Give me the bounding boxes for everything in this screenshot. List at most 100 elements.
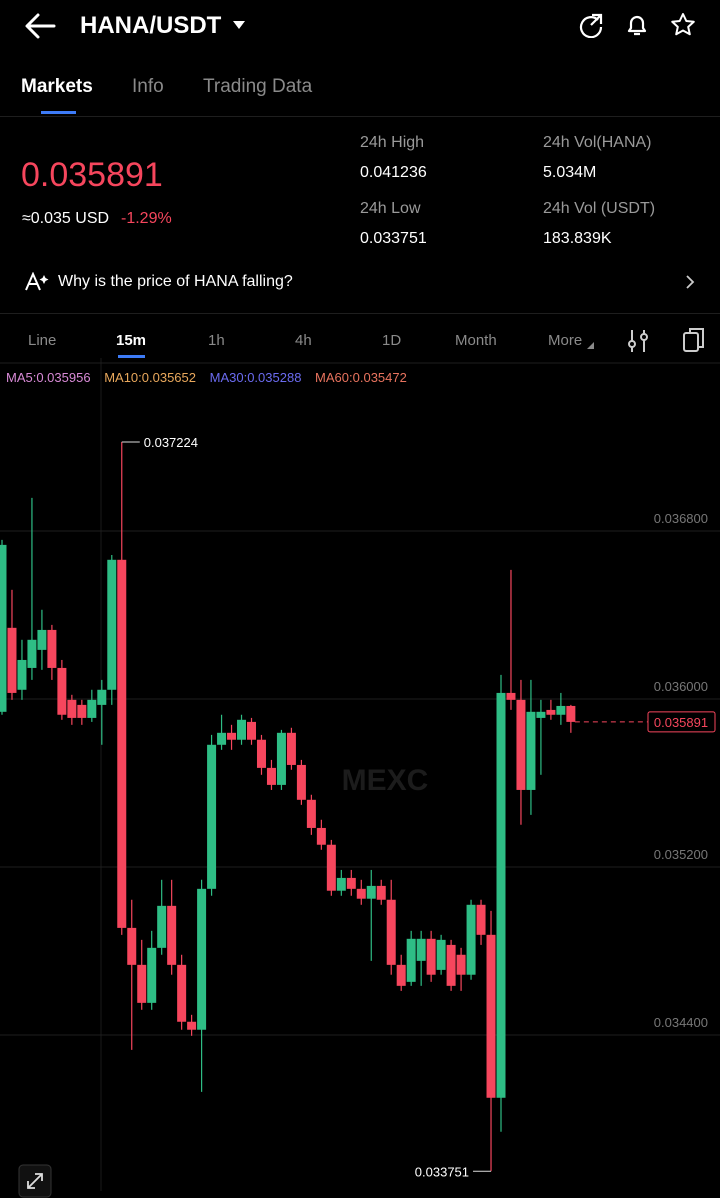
candle-body [87, 700, 96, 718]
interval-tab[interactable]: Month [455, 332, 497, 349]
stat-value: 183.839K [543, 230, 612, 248]
candle-body [447, 945, 456, 986]
more-caret [587, 342, 595, 350]
indicator-legend: MA5:0.035956 MA10:0.035652 MA30:0.035288… [6, 370, 407, 385]
pair-title[interactable]: HANA/USDT [80, 12, 221, 40]
chevron-right[interactable] [684, 274, 696, 290]
candle-body [177, 965, 186, 1022]
candle-body [307, 800, 316, 828]
candle-body [546, 710, 555, 715]
candle-body [397, 965, 406, 986]
candle-body [536, 712, 545, 718]
candle-body [417, 939, 426, 961]
candle-body [267, 768, 276, 785]
back-button[interactable] [24, 12, 58, 40]
candle-body [37, 630, 46, 650]
candle-body [77, 705, 86, 718]
candle-body [437, 940, 446, 970]
y-tick-label: 0.034400 [654, 1015, 708, 1030]
candlestick-chart: MEXC 0.034400 0.035200 0.036000 0.036800 0.0… [0, 358, 720, 1191]
candle-body [277, 733, 286, 785]
tab-indicator [41, 111, 76, 114]
watermark: MEXC [342, 764, 429, 797]
usd-price: ≈0.035 USD [22, 210, 109, 228]
interval-tab[interactable]: 1h [208, 332, 225, 349]
divider [0, 313, 720, 314]
candle-body [317, 828, 326, 845]
candle-body [526, 712, 535, 790]
indicator-label: MA30:0.035288 [210, 370, 302, 385]
candle-body [127, 928, 136, 965]
candle-body [17, 660, 26, 690]
stat-label: 24h Vol (USDT) [543, 200, 655, 218]
candle-body [467, 905, 476, 975]
tab-trading-data[interactable]: Trading Data [203, 76, 312, 98]
share-icon[interactable] [578, 12, 604, 38]
candle-body [197, 889, 206, 1030]
interval-tab[interactable]: 1D [382, 332, 401, 349]
settings-icon[interactable] [626, 328, 650, 354]
candle-body [107, 560, 116, 690]
insight-link[interactable]: Why is the price of HANA falling? [58, 273, 293, 291]
candle-body [97, 690, 106, 705]
candle-body [506, 693, 515, 700]
candle-body [167, 906, 176, 965]
candle-body [487, 935, 496, 1098]
y-tick-label: 0.036800 [654, 511, 708, 526]
interval-tab-active[interactable]: 15m [116, 332, 146, 349]
y-tick-label: 0.036000 [654, 679, 708, 694]
candle-body [7, 628, 16, 693]
copy-icon[interactable] [682, 326, 706, 354]
candle-body [47, 630, 56, 668]
last-price-label: 0.035891 [654, 715, 708, 730]
candle-body [556, 706, 565, 715]
y-tick-label: 0.035200 [654, 847, 708, 862]
tab-markets[interactable]: Markets [21, 76, 93, 98]
ai-icon [24, 272, 50, 292]
candle-body [347, 878, 356, 889]
interval-tab[interactable]: 4h [295, 332, 312, 349]
candle-body [227, 733, 236, 740]
candle-body [187, 1022, 196, 1030]
favorite-icon[interactable] [670, 12, 696, 38]
candle-body [427, 939, 436, 975]
candle-body [147, 948, 156, 1003]
candle-body [477, 905, 486, 935]
stat-value: 0.033751 [360, 230, 427, 248]
candle-body [57, 668, 66, 715]
candle-body [357, 889, 366, 899]
candle-body [257, 740, 266, 768]
candle-body [327, 845, 336, 891]
interval-tab[interactable]: Line [28, 332, 56, 349]
candle-body [207, 745, 216, 889]
candle-body [27, 640, 36, 668]
tab-info[interactable]: Info [132, 76, 164, 98]
divider [0, 116, 720, 117]
candle-body [407, 939, 416, 982]
pair-dropdown-caret[interactable] [232, 20, 246, 30]
candle-body [337, 878, 346, 891]
indicator-label: MA60:0.035472 [315, 370, 407, 385]
alert-icon[interactable] [624, 12, 650, 38]
candle-body [0, 545, 7, 712]
candle-body [117, 560, 126, 928]
interval-tab[interactable]: More [548, 332, 582, 349]
candle-body [516, 700, 525, 790]
candle-body [387, 900, 396, 965]
stat-label: 24h Vol(HANA) [543, 134, 652, 152]
candle-body [497, 693, 506, 1098]
candle-body [157, 906, 166, 948]
low-label: 0.033751 [415, 1164, 469, 1179]
stat-label: 24h Low [360, 200, 421, 218]
indicator-label: MA5:0.035956 [6, 370, 91, 385]
stat-label: 24h High [360, 134, 424, 152]
fullscreen-button[interactable] [18, 1164, 52, 1198]
stat-value: 0.041236 [360, 164, 427, 182]
last-price: 0.035891 [21, 156, 163, 195]
indicator-label: MA10:0.035652 [104, 370, 196, 385]
candle-body [367, 886, 376, 899]
high-label: 0.037224 [144, 435, 198, 450]
candle-body [67, 700, 76, 718]
candle-body [566, 706, 575, 722]
